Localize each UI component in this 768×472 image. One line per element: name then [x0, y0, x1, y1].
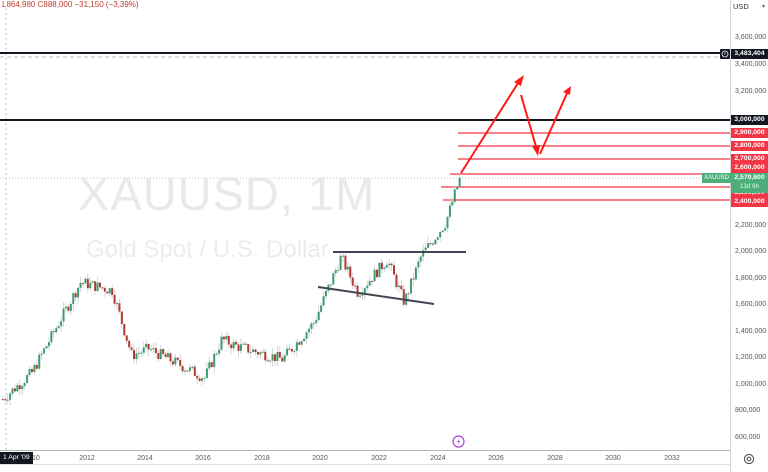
price-axis-label: 2,200,000 [735, 222, 767, 229]
time-axis-label: 2028 [547, 455, 563, 462]
currency-label: USD [733, 1, 749, 11]
last-price-value: 2,570,600 [734, 174, 765, 181]
time-axis-label: 2024 [430, 455, 446, 462]
price-axis-label: 1,800,000 [735, 275, 767, 282]
time-axis-label: 2026 [488, 455, 504, 462]
time-axis-label: 2032 [664, 455, 680, 462]
price-axis-label: 3,400,000 [735, 61, 767, 68]
alert-clock-icon[interactable] [720, 49, 730, 59]
price-level-tag: 2,800,000 [731, 141, 768, 151]
price-level-tag: 3,483,404 [731, 49, 768, 59]
price-axis-label: 2,000,000 [735, 248, 767, 255]
lightning-icon[interactable] [452, 435, 465, 448]
support-trendline[interactable] [317, 286, 435, 305]
price-axis-label: 800,000 [735, 407, 761, 414]
price-level-tag: 2,900,000 [731, 128, 768, 138]
time-axis-label: 2022 [371, 455, 387, 462]
watermark-description: Gold Spot / U.S. Dollar [86, 236, 329, 263]
time-axis-label: 2016 [195, 455, 211, 462]
currency-selector[interactable]: USD ▾ [733, 0, 768, 12]
target-lines[interactable] [441, 132, 730, 201]
price-axis-label: 1,000,000 [735, 381, 767, 388]
crosshair-date-label: 1 Apr '09 [0, 452, 33, 464]
time-axis-label: 2012 [79, 455, 95, 462]
settings-gear-icon[interactable] [742, 452, 756, 466]
price-level-tag: 3,000,000 [731, 115, 768, 125]
time-axis-label: 2018 [254, 455, 270, 462]
price-axis-label: 1,400,000 [735, 328, 767, 335]
symbol-tag: XAUUSD [702, 173, 731, 183]
time-axis-label: 2020 [312, 455, 328, 462]
price-level-tag: 2,700,000 [731, 154, 768, 164]
price-axis-label: 1,200,000 [735, 354, 767, 361]
price-axis-label: 1,600,000 [735, 301, 767, 308]
projection-arrows[interactable] [460, 75, 571, 174]
time-axis-label: 2030 [605, 455, 621, 462]
watermark-symbol: XAUUSD, 1M [78, 167, 376, 220]
bar-countdown: 13d 6h [739, 183, 760, 190]
chevron-down-icon: ▾ [761, 3, 765, 10]
ohlc-legend: L864,980 C888,000 −31,150 (−3,39%) [2, 0, 139, 9]
last-price-tag: 2,570,600 13d 6h [731, 173, 768, 193]
price-level-tag: 2,600,000 [731, 163, 768, 173]
candles [1, 173, 461, 405]
price-level-tag: 2,400,000 [731, 197, 768, 207]
price-axis-label: 600,000 [735, 434, 761, 441]
price-axis-label: 3,200,000 [735, 88, 767, 95]
time-axis-label: 2014 [137, 455, 153, 462]
price-axis-label: 3,600,000 [735, 34, 767, 41]
